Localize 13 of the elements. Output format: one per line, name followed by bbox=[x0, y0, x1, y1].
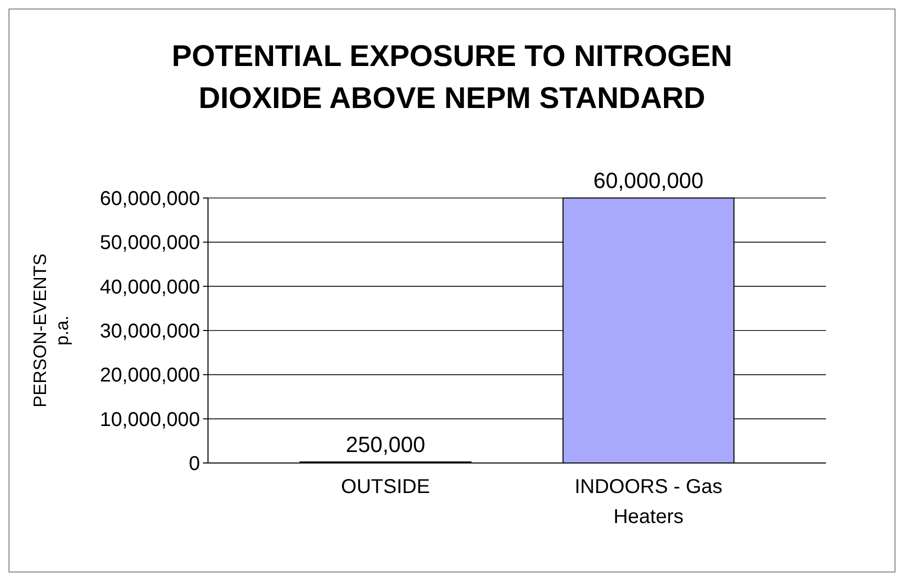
x-tick-label: INDOORS - Gas Heaters bbox=[574, 476, 722, 528]
chart-title: POTENTIAL EXPOSURE TO NITROGEN DIOXIDE ABOVE NEPM STANDARD bbox=[172, 40, 732, 115]
y-tick-label: 60,000,000 bbox=[100, 188, 200, 210]
y-axis-title: PERSON-EVENTS p.a. bbox=[30, 253, 72, 408]
y-tick-label: 0 bbox=[188, 453, 200, 475]
y-tick-label: 20,000,000 bbox=[100, 364, 200, 387]
y-tick-label: 10,000,000 bbox=[100, 408, 200, 431]
y-tick-label: 30,000,000 bbox=[100, 320, 200, 342]
y-tick-label: 40,000,000 bbox=[100, 276, 200, 298]
x-tick-label: OUTSIDE bbox=[341, 476, 430, 498]
y-tick-label: 50,000,000 bbox=[100, 232, 200, 254]
data-label: 250,000 bbox=[346, 432, 426, 457]
data-label: 60,000,000 bbox=[593, 168, 704, 193]
